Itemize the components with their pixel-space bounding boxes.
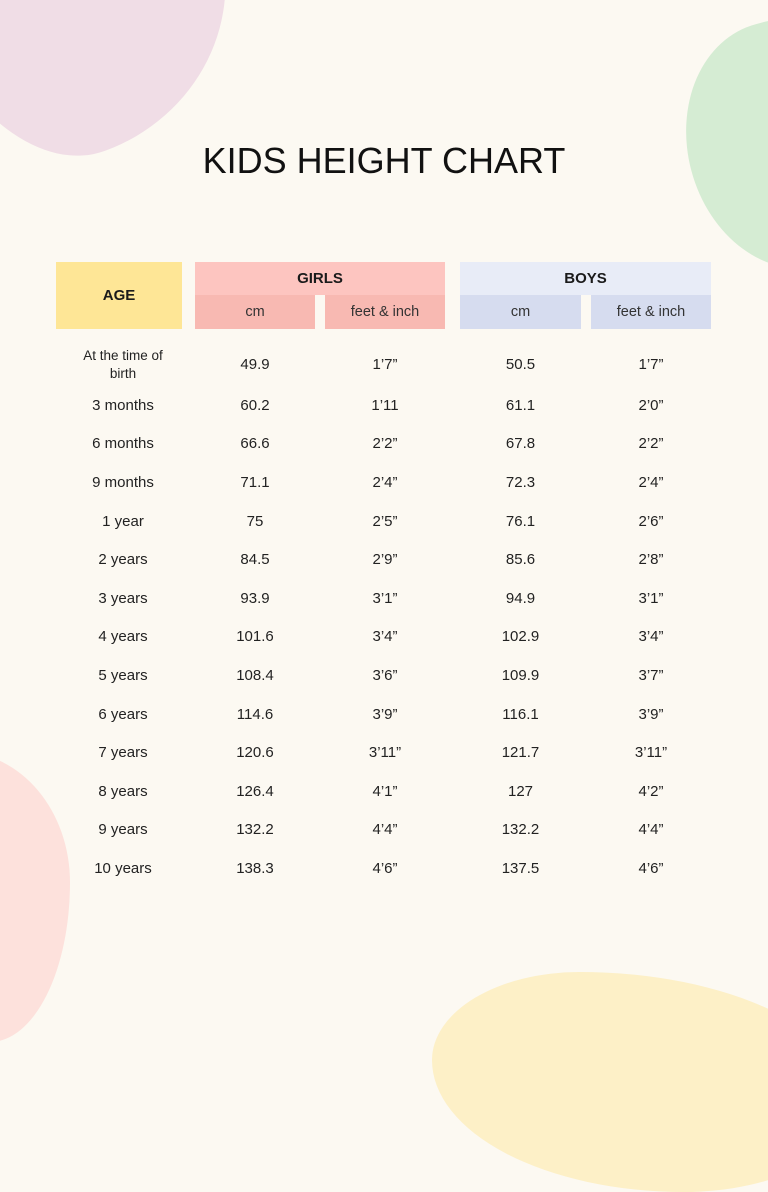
- boys-cm-cell: 121.7: [501, 744, 540, 762]
- table-row: 10 years 138.3 4’6” 137.5 4’6”: [0, 849, 768, 888]
- age-cell: 3 months: [92, 396, 154, 414]
- boys-cm-cell: 67.8: [505, 435, 536, 453]
- table-row: 3 years 93.9 3’1” 94.9 3’1”: [0, 579, 768, 618]
- table-row: 8 years 126.4 4’1” 127 4’2”: [0, 772, 768, 811]
- age-cell: At the time of birth: [83, 347, 163, 381]
- boys-cm-cell: 127: [507, 782, 534, 800]
- girls-ft-cell: 4’6”: [372, 859, 398, 877]
- table-row: 9 months 71.1 2’4” 72.3 2’4”: [0, 463, 768, 502]
- boys-cm-cell: 116.1: [502, 705, 539, 723]
- girls-cm-cell: 108.4: [236, 666, 274, 684]
- girls-cm-cell: 75: [246, 512, 264, 530]
- boys-ft-cell: 4’4”: [638, 821, 664, 839]
- girls-cm-cell: 93.9: [240, 589, 270, 607]
- girls-ft-cell: 1’7”: [372, 356, 398, 373]
- table-row: 1 year 75 2’5” 76.1 2’6”: [0, 502, 768, 541]
- boys-cm-header: cm: [460, 295, 581, 329]
- page-title: KIDS HEIGHT CHART: [202, 140, 566, 181]
- boys-ft-cell: 1’7”: [638, 356, 664, 373]
- decorative-blob-yellow: [432, 972, 768, 1192]
- table-row: 5 years 108.4 3’6” 109.9 3’7”: [0, 656, 768, 695]
- girls-ft-cell: 4’1”: [372, 782, 398, 800]
- age-cell: 6 months: [92, 435, 154, 453]
- girls-ft-cell: 4’4”: [372, 821, 398, 839]
- boys-cm-cell: 109.9: [501, 666, 540, 684]
- boys-ft-cell: 3’11”: [634, 744, 668, 762]
- girls-cm-cell: 126.4: [236, 782, 274, 800]
- girls-ft-cell: 3’11”: [368, 744, 402, 762]
- boys-cm-cell: 137.5: [501, 859, 540, 877]
- boys-ft-cell: 3’4”: [638, 628, 664, 646]
- boys-cm-cell: 72.3: [505, 473, 536, 491]
- girls-cm-cell: 138.3: [236, 859, 274, 877]
- age-cell: 6 years: [98, 705, 148, 723]
- table-row: 4 years 101.6 3’4” 102.9 3’4”: [0, 618, 768, 657]
- table-row: At the time of birth 49.9 1’7” 50.5 1’7”: [0, 343, 768, 386]
- age-cell: 1 year: [102, 512, 144, 530]
- age-cell: 7 years: [98, 744, 148, 762]
- boys-cm-cell: 102.9: [501, 628, 540, 646]
- age-cell: 10 years: [94, 859, 152, 877]
- table-body: At the time of birth 49.9 1’7” 50.5 1’7”…: [0, 343, 768, 888]
- girls-cm-cell: 71.1: [240, 473, 270, 491]
- boys-ft-cell: 3’9”: [638, 705, 664, 723]
- boys-feet-inch-header: feet & inch: [591, 295, 711, 329]
- age-cell: 9 months: [92, 473, 154, 491]
- girls-ft-cell: 1’11: [371, 396, 399, 414]
- girls-ft-cell: 2’9”: [372, 551, 398, 569]
- girls-ft-cell: 3’4”: [372, 628, 398, 646]
- age-cell: 4 years: [98, 628, 148, 646]
- girls-cm-header: cm: [195, 295, 315, 329]
- girls-ft-cell: 2’4”: [372, 473, 398, 491]
- girls-ft-cell: 2’2”: [372, 435, 398, 453]
- boys-ft-cell: 3’7”: [638, 666, 664, 684]
- table-row: 3 months 60.2 1’11 61.1 2’0”: [0, 386, 768, 425]
- age-cell: 8 years: [98, 782, 148, 800]
- boys-cm-cell: 76.1: [505, 512, 536, 530]
- boys-ft-cell: 2’2”: [638, 435, 664, 453]
- girls-ft-cell: 2’5”: [372, 512, 398, 530]
- girls-cm-cell: 114.6: [236, 705, 274, 723]
- boys-ft-cell: 4’2”: [638, 782, 664, 800]
- age-cell: 3 years: [98, 589, 148, 607]
- girls-ft-cell: 3’1”: [372, 589, 398, 607]
- boys-header: BOYS: [460, 262, 711, 295]
- boys-ft-cell: 2’4”: [638, 473, 664, 491]
- table-row: 6 years 114.6 3’9” 116.1 3’9”: [0, 695, 768, 734]
- boys-ft-cell: 2’6”: [638, 512, 664, 530]
- girls-ft-cell: 3’9”: [372, 705, 398, 723]
- girls-ft-cell: 3’6”: [372, 666, 398, 684]
- boys-cm-cell: 94.9: [505, 589, 536, 607]
- age-cell: 2 years: [98, 551, 148, 569]
- boys-ft-cell: 3’1”: [638, 589, 664, 607]
- boys-ft-cell: 2’0”: [638, 396, 664, 414]
- age-cell: 9 years: [98, 821, 148, 839]
- girls-cm-cell: 120.6: [236, 744, 274, 762]
- age-header: AGE: [56, 262, 182, 329]
- boys-ft-cell: 4’6”: [638, 859, 664, 877]
- table-row: 2 years 84.5 2’9” 85.6 2’8”: [0, 540, 768, 579]
- girls-cm-cell: 49.9: [240, 356, 270, 373]
- table-row: 7 years 120.6 3’11” 121.7 3’11”: [0, 733, 768, 772]
- boys-cm-cell: 132.2: [501, 821, 540, 839]
- girls-cm-cell: 66.6: [240, 435, 270, 453]
- age-cell: 5 years: [98, 666, 148, 684]
- boys-ft-cell: 2’8”: [638, 551, 664, 569]
- table-row: 9 years 132.2 4’4” 132.2 4’4”: [0, 811, 768, 850]
- boys-cm-cell: 85.6: [505, 551, 536, 569]
- girls-header: GIRLS: [195, 262, 445, 295]
- boys-cm-cell: 61.1: [505, 396, 536, 414]
- girls-cm-cell: 132.2: [236, 821, 274, 839]
- boys-cm-cell: 50.5: [505, 356, 536, 373]
- girls-cm-cell: 84.5: [240, 551, 270, 569]
- girls-cm-cell: 101.6: [236, 628, 274, 646]
- girls-cm-cell: 60.2: [240, 396, 270, 414]
- table-row: 6 months 66.6 2’2” 67.8 2’2”: [0, 425, 768, 464]
- girls-feet-inch-header: feet & inch: [325, 295, 445, 329]
